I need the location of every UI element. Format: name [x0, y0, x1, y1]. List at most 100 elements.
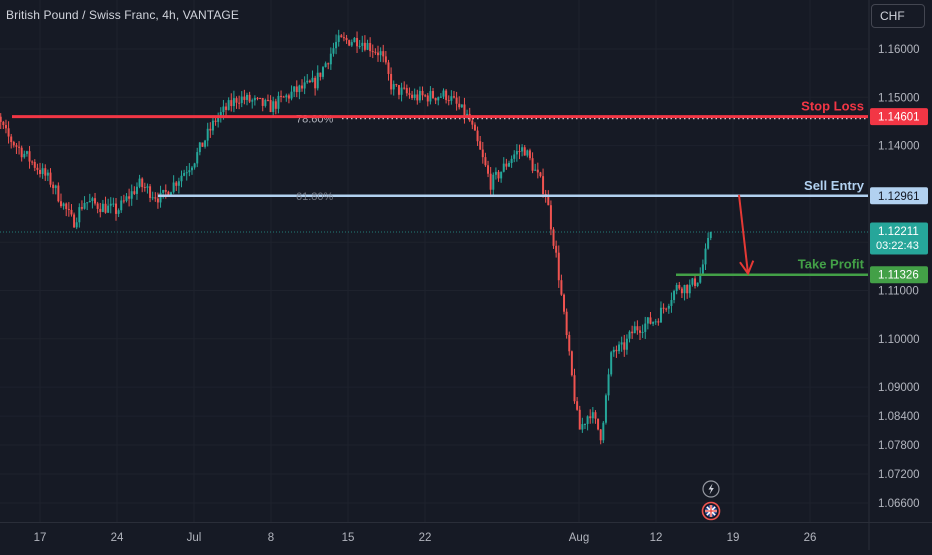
candle-body: [67, 208, 70, 210]
candle: [662, 303, 665, 314]
candle: [125, 193, 128, 203]
candle-body: [463, 104, 466, 117]
candle-body: [369, 43, 372, 52]
candle-body: [353, 37, 356, 43]
take-profit-label: Take Profit: [798, 257, 865, 272]
symbol-title[interactable]: British Pound / Swiss Franc, 4h, VANTAGE: [6, 8, 239, 22]
candle-body: [390, 73, 393, 90]
candle: [526, 149, 529, 158]
fib-level-label: 61.80%: [296, 191, 334, 203]
candle-body: [206, 128, 209, 141]
candle-body: [12, 142, 15, 146]
candle-body: [164, 189, 167, 192]
candle-body: [447, 100, 450, 102]
candle: [353, 36, 356, 43]
candle: [277, 91, 280, 114]
flash-icon[interactable]: [702, 480, 720, 498]
sell-entry-price-tag-text: 1.12961: [878, 191, 920, 203]
candle: [350, 39, 353, 48]
candle-body: [172, 182, 175, 193]
candle: [109, 197, 112, 214]
candle-body: [413, 94, 416, 99]
candle-body: [426, 95, 429, 102]
candle: [439, 93, 442, 98]
candle: [646, 316, 649, 330]
candle-body: [230, 100, 233, 107]
candle: [4, 119, 7, 134]
candle: [654, 318, 657, 325]
candle-body: [112, 203, 115, 205]
candle: [494, 167, 497, 180]
candle: [230, 93, 233, 112]
candle-body: [28, 151, 31, 162]
candle-body: [424, 95, 427, 97]
candle: [41, 163, 44, 179]
candle-body: [573, 375, 576, 402]
candle: [295, 80, 298, 98]
currency-selector[interactable]: CHF: [871, 4, 925, 28]
flag-uk-icon[interactable]: [701, 501, 721, 521]
candle-body: [497, 171, 500, 179]
candle-body: [115, 203, 117, 214]
candle: [256, 96, 259, 101]
candle-body: [120, 200, 123, 211]
candle: [138, 174, 141, 189]
candle: [335, 34, 338, 55]
candle-body: [256, 97, 259, 99]
candle: [379, 47, 382, 62]
candle-body: [707, 237, 710, 249]
candle: [133, 186, 136, 195]
candle: [243, 89, 246, 105]
candle: [670, 292, 673, 313]
candle: [691, 277, 694, 287]
candle: [408, 87, 411, 99]
candle-body: [314, 77, 317, 89]
candle-body: [25, 151, 28, 154]
projection-arrow-line[interactable]: [738, 194, 749, 274]
candle: [7, 121, 10, 144]
candle-body: [403, 87, 406, 89]
candle-body: [384, 56, 387, 63]
candle: [49, 168, 52, 188]
candle: [673, 289, 676, 304]
candle: [578, 405, 581, 430]
candle-body: [94, 198, 97, 204]
candle: [115, 197, 117, 221]
candle: [589, 409, 592, 424]
time-tick-label: 24: [111, 532, 124, 544]
candle-body: [41, 168, 44, 174]
candle: [88, 193, 91, 203]
take-profit-price-tag-bg: [870, 266, 928, 284]
candle: [384, 51, 387, 65]
candle-body: [683, 284, 686, 294]
candle-body: [659, 307, 662, 323]
candle: [151, 191, 154, 201]
candle: [418, 86, 421, 103]
candle-body: [280, 95, 283, 97]
candle-body: [602, 422, 605, 441]
price-axis[interactable]: 1.160001.150001.140001.120001.110001.100…: [878, 44, 920, 510]
price-tick-label: 1.07800: [878, 440, 920, 452]
candle: [452, 90, 455, 99]
candle: [421, 86, 424, 101]
candle: [405, 84, 408, 97]
candle: [156, 192, 159, 209]
candle: [39, 162, 42, 178]
time-axis[interactable]: 17 24 Jul 8 15 22 Aug 12 19 26: [34, 532, 817, 544]
candle-body: [57, 185, 60, 202]
candle: [112, 197, 115, 208]
candle-body: [565, 311, 568, 336]
time-tick-label: 15: [342, 532, 355, 544]
take-profit-price-tag: 1.11326: [870, 266, 928, 284]
candle: [424, 94, 427, 98]
candle-body: [311, 77, 314, 83]
candle-body: [196, 152, 199, 164]
candle-body: [615, 349, 618, 352]
candle: [445, 88, 448, 104]
candle-body: [654, 321, 657, 323]
candle: [369, 37, 372, 57]
candle: [403, 81, 406, 90]
candle: [128, 188, 131, 207]
